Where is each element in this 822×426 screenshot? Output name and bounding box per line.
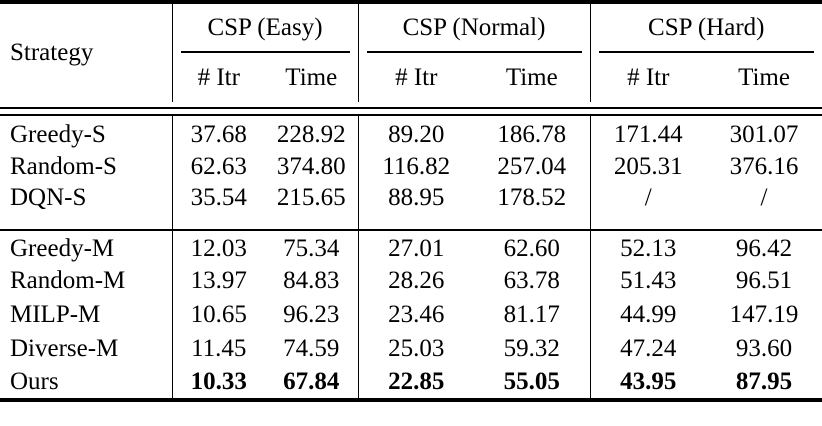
group-label-csp-easy: CSP (Easy) <box>207 13 323 41</box>
group-label-csp-hard: CSP (Hard) <box>648 13 765 41</box>
subheader-time-hard: Time <box>738 63 790 91</box>
value-cell: 301.07 <box>729 121 799 148</box>
group-header-row: Strategy CSP (Easy) CSP (Normal) CSP (Ha… <box>0 2 822 66</box>
strategy-column-header: Strategy <box>10 39 94 66</box>
value-cell: 23.46 <box>357 298 474 332</box>
group-label-csp-normal: CSP (Normal) <box>402 13 546 41</box>
value-cell: 67.84 <box>283 368 340 395</box>
cmidrule-easy: CSP (Easy) <box>180 4 350 53</box>
value-cell: 96.42 <box>735 235 793 262</box>
column-group-csp-hard: CSP (Hard) <box>589 2 822 53</box>
table-row: Random-S 62.63 374.80 116.82 257.04 205.… <box>0 150 822 184</box>
subheader-time-easy: Time <box>285 63 338 91</box>
value-cell: 43.95 <box>589 366 707 400</box>
table-row: Diverse-M 11.45 74.59 25.03 59.32 47.24 … <box>0 332 822 366</box>
value-cell: 12.03 <box>171 230 265 264</box>
value-cell: / <box>589 184 707 229</box>
double-rule <box>0 106 822 116</box>
value-cell: 51.43 <box>589 264 707 298</box>
column-group-csp-easy: CSP (Easy) <box>171 2 358 53</box>
value-cell: 178.52 <box>497 184 567 211</box>
value-cell: 59.32 <box>503 335 560 362</box>
value-cell: 186.78 <box>497 121 567 148</box>
subheader-itr-hard: # Itr <box>589 53 707 102</box>
cmidrule-hard: CSP (Hard) <box>598 4 815 53</box>
value-cell: 25.03 <box>357 332 474 366</box>
cmidrule-normal: CSP (Normal) <box>366 4 582 53</box>
value-cell: 93.60 <box>735 335 793 362</box>
value-cell: 116.82 <box>357 150 474 184</box>
value-cell: 63.78 <box>503 267 560 294</box>
value-cell: 205.31 <box>589 150 707 184</box>
value-cell: 22.85 <box>357 366 474 400</box>
table-row: MILP-M 10.65 96.23 23.46 81.17 44.99 147… <box>0 298 822 332</box>
column-group-csp-normal: CSP (Normal) <box>357 2 591 53</box>
strategy-cell: Random-S <box>10 153 117 180</box>
value-cell: 13.97 <box>171 264 265 298</box>
value-cell: 27.01 <box>357 230 474 264</box>
strategy-cell: MILP-M <box>10 301 101 328</box>
value-cell: 147.19 <box>729 301 799 328</box>
value-cell: 75.34 <box>283 235 340 262</box>
value-cell: 47.24 <box>589 332 707 366</box>
value-cell: 215.65 <box>276 184 346 211</box>
section-single: Greedy-S 37.68 228.92 89.20 186.78 171.4… <box>0 116 822 229</box>
value-cell: 10.65 <box>171 298 265 332</box>
value-cell: 89.20 <box>357 116 474 150</box>
value-cell: 11.45 <box>171 332 265 366</box>
strategy-cell: Diverse-M <box>10 335 119 362</box>
table-row: Greedy-M 12.03 75.34 27.01 62.60 52.13 9… <box>0 230 822 264</box>
value-cell: 96.23 <box>283 301 340 328</box>
section-multi: Greedy-M 12.03 75.34 27.01 62.60 52.13 9… <box>0 230 822 400</box>
subheader-row: # Itr Time # Itr Time # Itr Time <box>0 53 822 102</box>
subheader-itr-easy: # Itr <box>171 53 265 102</box>
strategy-cell: Greedy-S <box>10 121 106 148</box>
value-cell: 74.59 <box>283 335 340 362</box>
value-cell: 35.54 <box>171 184 265 229</box>
header-double-rule <box>0 102 822 116</box>
value-cell: 376.16 <box>729 153 799 180</box>
value-cell: 171.44 <box>589 116 707 150</box>
table-row: DQN-S 35.54 215.65 88.95 178.52 / / <box>0 184 822 229</box>
strategy-cell: Random-M <box>10 267 126 294</box>
value-cell: 84.83 <box>283 267 340 294</box>
table-row: Random-M 13.97 84.83 28.26 63.78 51.43 9… <box>0 264 822 298</box>
value-cell: 44.99 <box>589 298 707 332</box>
value-cell: 257.04 <box>497 153 567 180</box>
value-cell: 374.80 <box>276 153 346 180</box>
results-table: Strategy CSP (Easy) CSP (Normal) CSP (Ha… <box>0 0 822 402</box>
subheader-time-normal: Time <box>505 63 558 91</box>
value-cell: 52.13 <box>589 230 707 264</box>
value-cell: 87.95 <box>735 368 793 395</box>
value-cell: 96.51 <box>735 267 793 294</box>
strategy-cell: Ours <box>10 368 59 395</box>
value-cell: 62.60 <box>503 235 560 262</box>
value-cell: 81.17 <box>503 301 560 328</box>
subheader-itr-normal: # Itr <box>357 53 474 102</box>
value-cell: 37.68 <box>171 116 265 150</box>
value-cell: 28.26 <box>357 264 474 298</box>
value-cell: 10.33 <box>171 366 265 400</box>
value-cell: 62.63 <box>171 150 265 184</box>
value-cell: / <box>760 184 768 211</box>
value-cell: 55.05 <box>503 368 560 395</box>
table-row: Greedy-S 37.68 228.92 89.20 186.78 171.4… <box>0 116 822 150</box>
table-row-ours: Ours 10.33 67.84 22.85 55.05 43.95 87.95 <box>0 366 822 400</box>
strategy-cell: Greedy-M <box>10 235 115 262</box>
value-cell: 228.92 <box>276 121 346 148</box>
strategy-cell: DQN-S <box>10 184 87 211</box>
value-cell: 88.95 <box>357 184 474 229</box>
